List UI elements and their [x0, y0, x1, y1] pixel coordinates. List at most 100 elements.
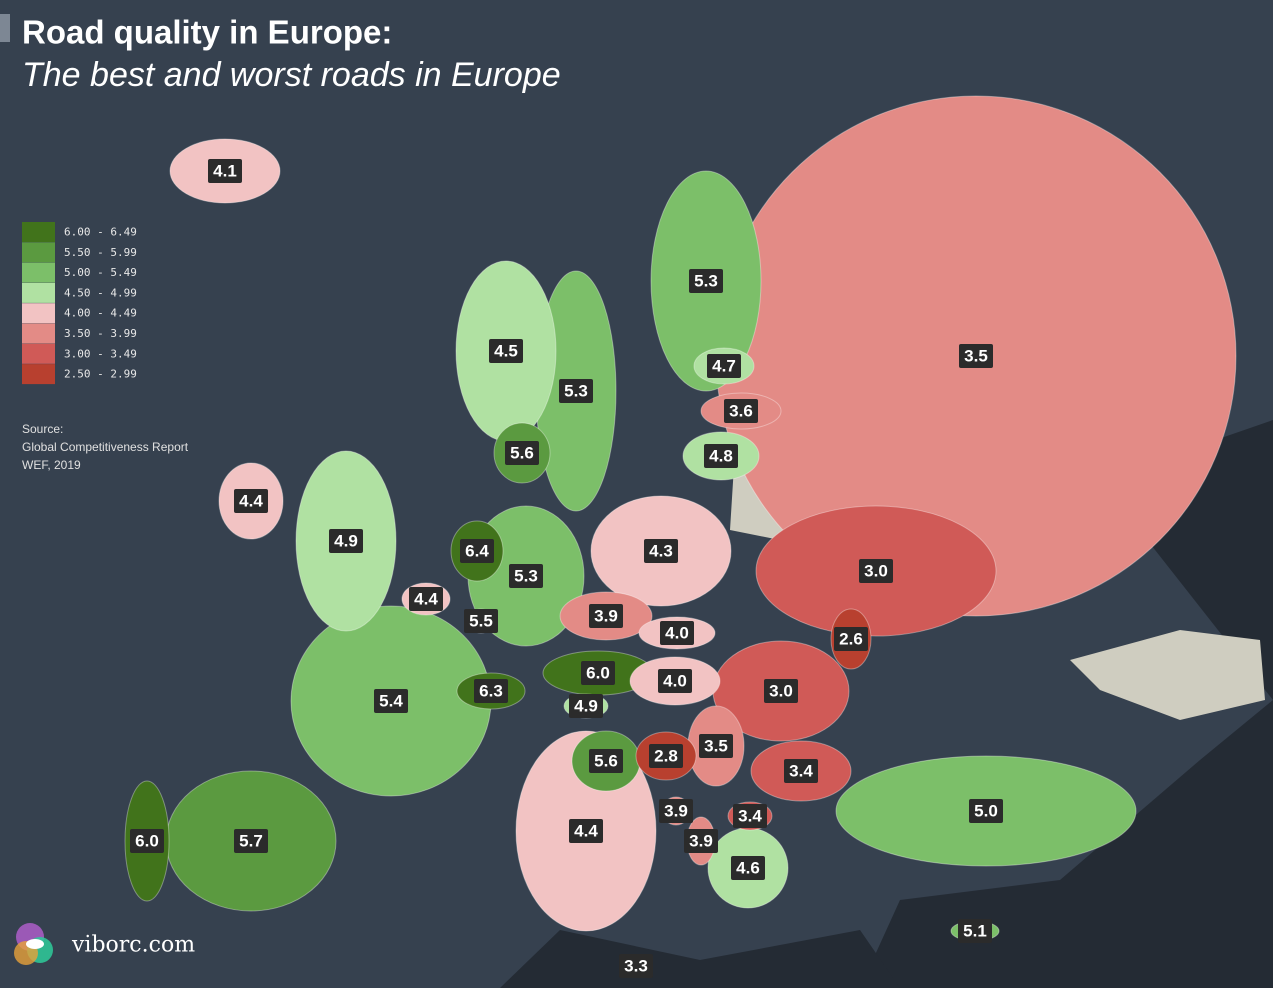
value-label: 4.8 [709, 447, 733, 466]
source-text: WEF, 2019 [22, 458, 81, 472]
value-label-box [489, 339, 523, 363]
value-label-box [699, 734, 733, 758]
value-label: 4.3 [649, 542, 673, 561]
title: Road quality in Europe: [22, 14, 392, 51]
value-label-box [589, 749, 623, 773]
legend-swatch [22, 303, 55, 324]
value-label-box [329, 529, 363, 553]
value-label: 4.6 [736, 859, 760, 878]
legend-label: 5.00 - 5.49 [64, 266, 137, 279]
value-label-box [619, 954, 653, 978]
value-label: 3.3 [624, 957, 648, 976]
legend-swatch [22, 242, 55, 263]
value-label: 6.0 [586, 664, 610, 683]
value-label-box [460, 539, 494, 563]
value-label: 3.4 [738, 807, 762, 826]
outer-land [860, 420, 1273, 988]
value-label: 4.9 [334, 532, 358, 551]
value-label-box [969, 799, 1003, 823]
legend-label: 4.00 - 4.49 [64, 307, 137, 320]
legend-swatch [22, 343, 55, 364]
outer-land [500, 930, 900, 988]
value-label: 5.7 [239, 832, 263, 851]
value-label-box [644, 539, 678, 563]
value-label: 5.4 [379, 692, 403, 711]
value-label-box [649, 744, 683, 768]
value-label: 3.4 [789, 762, 813, 781]
source-text: Global Competitiveness Report [22, 440, 189, 454]
value-label: 3.9 [664, 802, 688, 821]
value-label: 3.9 [689, 832, 713, 851]
value-label: 6.3 [479, 682, 503, 701]
source-text: Source: [22, 422, 63, 436]
value-label: 6.0 [135, 832, 159, 851]
subtitle: The best and worst roads in Europe [22, 56, 561, 94]
legend-swatch [22, 222, 55, 242]
value-label-box [659, 799, 693, 823]
value-label: 4.5 [494, 342, 518, 361]
value-label: 2.6 [839, 630, 863, 649]
legend-swatch [22, 364, 55, 385]
value-label: 6.4 [465, 542, 489, 561]
value-label-box [731, 856, 765, 880]
value-label-box [569, 694, 603, 718]
no-data-land [1070, 630, 1265, 720]
value-label-box [505, 441, 539, 465]
value-label-box [704, 444, 738, 468]
brand: viborc.com [71, 933, 195, 958]
value-label: 4.4 [239, 492, 263, 511]
value-label-box [474, 679, 508, 703]
value-label: 4.0 [665, 624, 689, 643]
value-label-box [208, 159, 242, 183]
value-label: 4.7 [712, 357, 736, 376]
value-label: 3.0 [864, 562, 888, 581]
value-label: 5.3 [694, 272, 718, 291]
value-label: 2.8 [654, 747, 678, 766]
value-label-box [569, 819, 603, 843]
value-label: 3.6 [729, 402, 753, 421]
value-label: 5.3 [514, 567, 538, 586]
legend-label: 4.50 - 4.99 [64, 286, 137, 299]
value-label-box [784, 759, 818, 783]
value-label-box [374, 689, 408, 713]
legend-swatch [22, 323, 55, 344]
value-label-box [581, 661, 615, 685]
value-label: 4.9 [574, 697, 598, 716]
legend-swatch [22, 262, 55, 283]
value-label: 4.4 [414, 590, 438, 609]
value-label-box [958, 919, 992, 943]
legend-label: 6.00 - 6.49 [64, 226, 137, 239]
value-label-box [234, 489, 268, 513]
value-label-box [724, 399, 758, 423]
value-label: 3.9 [594, 607, 618, 626]
title-accent [0, 14, 10, 42]
value-label-box [464, 609, 498, 633]
value-label: 4.4 [574, 822, 598, 841]
value-label-box [733, 804, 767, 828]
value-label-box [689, 269, 723, 293]
value-label-box [589, 604, 623, 628]
value-label-box [764, 679, 798, 703]
value-label-box [834, 627, 868, 651]
value-label-box [707, 354, 741, 378]
value-label: 3.5 [704, 737, 728, 756]
value-label-box [684, 829, 718, 853]
value-label: 5.3 [564, 382, 588, 401]
value-label-box [959, 344, 993, 368]
value-label-box [559, 379, 593, 403]
value-label-box [234, 829, 268, 853]
value-label-box [409, 587, 443, 611]
value-label: 5.0 [974, 802, 998, 821]
value-label-box [509, 564, 543, 588]
value-label: 5.1 [963, 922, 987, 941]
value-label: 3.0 [769, 682, 793, 701]
value-label: 3.5 [964, 347, 988, 366]
legend-label: 3.50 - 3.99 [64, 327, 137, 340]
value-label-box [660, 621, 694, 645]
value-label-box [859, 559, 893, 583]
legend-label: 3.00 - 3.49 [64, 347, 137, 360]
legend-swatch [22, 282, 55, 303]
logo [26, 939, 44, 949]
